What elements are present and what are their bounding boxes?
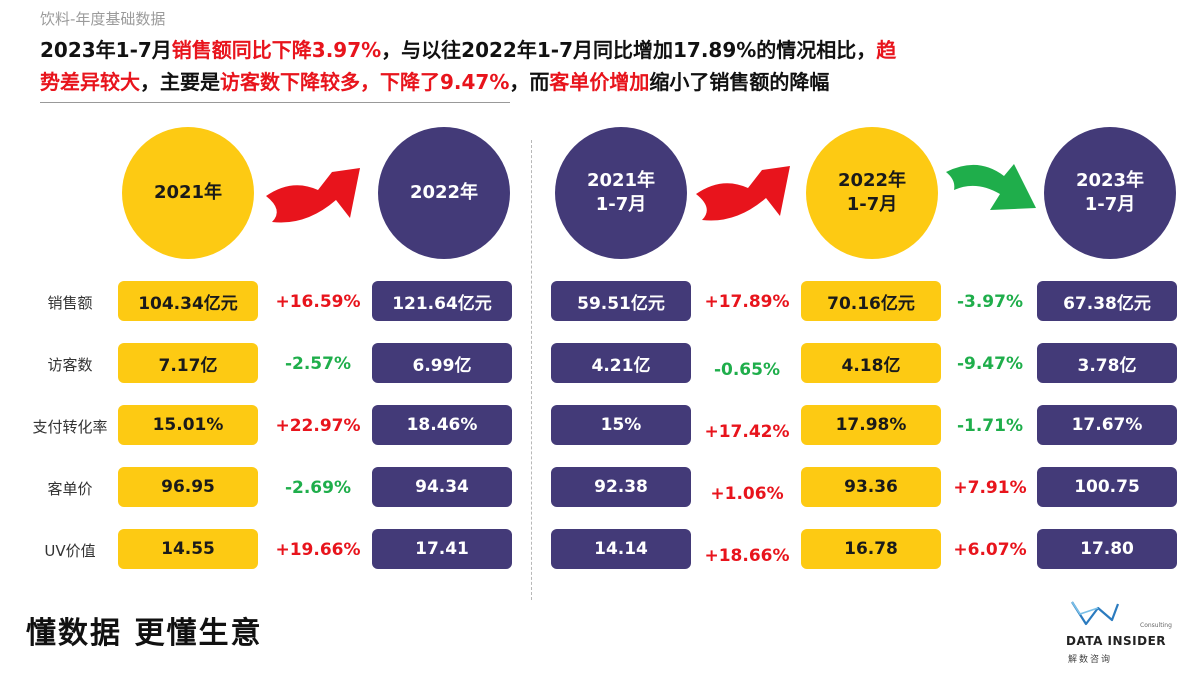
value-box: 100.75 <box>1037 467 1177 507</box>
period-circle-year: 2021年 <box>586 170 656 191</box>
change-pct: +17.89% <box>704 292 790 312</box>
value-box: 17.80 <box>1037 529 1177 569</box>
headline-segment: 缩小了销售额的降幅 <box>649 70 830 94</box>
green-curved-arrow-icon <box>946 164 1036 210</box>
headline-highlight: 销售额同比下降3.97% <box>171 38 382 62</box>
headline-highlight: 势差异较大 <box>40 70 140 94</box>
slogan: 懂数据 更懂生意 <box>26 616 263 651</box>
metric-label-avg-order-value: 客单价 <box>47 480 93 498</box>
metric-label-uv-value: UV价值 <box>44 542 96 560</box>
headline-underline <box>40 102 510 103</box>
data-insider-logo-icon <box>1071 601 1120 626</box>
change-pct: +17.42% <box>704 422 790 442</box>
value-box: 14.14 <box>551 529 691 569</box>
headline-segment: 2023年1-7月 <box>40 38 172 62</box>
value-box: 70.16亿元 <box>801 281 941 321</box>
logo-name: DATA INSIDER <box>1066 634 1167 648</box>
period-circle-year: 2022年 <box>837 170 907 191</box>
change-pct: -2.57% <box>284 354 352 374</box>
value-box: 15.01% <box>118 405 258 445</box>
value-box: 17.98% <box>801 405 941 445</box>
period-circle-2023-jan-jul: 2023年 1-7月 <box>1044 127 1176 259</box>
headline: 2023年1-7月销售额同比下降3.97%，与以往2022年1-7月同比增加17… <box>40 34 1120 98</box>
change-pct: +22.97% <box>275 416 361 436</box>
change-pct: -3.97% <box>956 292 1024 312</box>
value-box: 7.17亿 <box>118 343 258 383</box>
red-curved-arrow-icon <box>266 168 360 223</box>
value-box: 16.78 <box>801 529 941 569</box>
value-box: 94.34 <box>372 467 512 507</box>
value-box: 4.18亿 <box>801 343 941 383</box>
value-box: 92.38 <box>551 467 691 507</box>
metric-label-visitors: 访客数 <box>47 356 93 374</box>
period-circle-year: 2023年 <box>1075 170 1145 191</box>
value-box: 17.41 <box>372 529 512 569</box>
headline-segment: ，与以往2022年1-7月同比增加17.89%的情况相比， <box>381 38 877 62</box>
value-box: 4.21亿 <box>551 343 691 383</box>
period-circle-range: 1-7月 <box>1084 194 1136 215</box>
change-pct: +19.66% <box>275 540 361 560</box>
value-box: 14.55 <box>118 529 258 569</box>
change-pct: +6.07% <box>953 540 1027 560</box>
change-pct: +1.06% <box>710 484 784 504</box>
period-circle-2022-jan-jul: 2022年 1-7月 <box>806 127 938 259</box>
logo-subtitle: 解数咨询 <box>1068 655 1113 665</box>
logo-consulting: Consulting <box>1140 622 1172 629</box>
value-box: 59.51亿元 <box>551 281 691 321</box>
value-box: 104.34亿元 <box>118 281 258 321</box>
value-box: 93.36 <box>801 467 941 507</box>
headline-highlight: 趋 <box>876 38 897 62</box>
value-box: 15% <box>551 405 691 445</box>
change-pct: -1.71% <box>956 416 1024 436</box>
change-pct: +16.59% <box>275 292 361 312</box>
section-divider <box>531 140 532 600</box>
headline-highlight: 客单价增加 <box>549 70 650 94</box>
value-box: 121.64亿元 <box>372 281 512 321</box>
value-box: 17.67% <box>1037 405 1177 445</box>
change-pct: -2.69% <box>284 478 352 498</box>
change-pct: -9.47% <box>956 354 1024 374</box>
period-circle-year: 2021年 <box>153 182 223 203</box>
period-circle-range: 1-7月 <box>595 194 647 215</box>
period-circle-2022: 2022年 <box>378 127 510 259</box>
value-box: 3.78亿 <box>1037 343 1177 383</box>
change-pct: -0.65% <box>713 360 781 380</box>
change-pct: +18.66% <box>704 546 790 566</box>
value-box: 6.99亿 <box>372 343 512 383</box>
period-circle-2021-jan-jul: 2021年 1-7月 <box>555 127 687 259</box>
period-circle-range: 1-7月 <box>846 194 898 215</box>
period-circle-year: 2022年 <box>409 182 479 203</box>
metric-label-sales: 销售额 <box>47 294 93 312</box>
change-pct: +7.91% <box>953 478 1027 498</box>
value-box: 18.46% <box>372 405 512 445</box>
value-box: 67.38亿元 <box>1037 281 1177 321</box>
period-circle-2021: 2021年 <box>122 127 254 259</box>
slide-tag: 饮料-年度基础数据 <box>40 10 166 28</box>
headline-segment: ，而 <box>509 70 550 94</box>
red-curved-arrow-icon <box>696 166 790 221</box>
headline-highlight: 访客数下降较多，下降了9.47% <box>220 70 510 94</box>
value-box: 96.95 <box>118 467 258 507</box>
headline-segment: ，主要是 <box>140 70 220 94</box>
metric-label-conversion-rate: 支付转化率 <box>32 418 108 436</box>
